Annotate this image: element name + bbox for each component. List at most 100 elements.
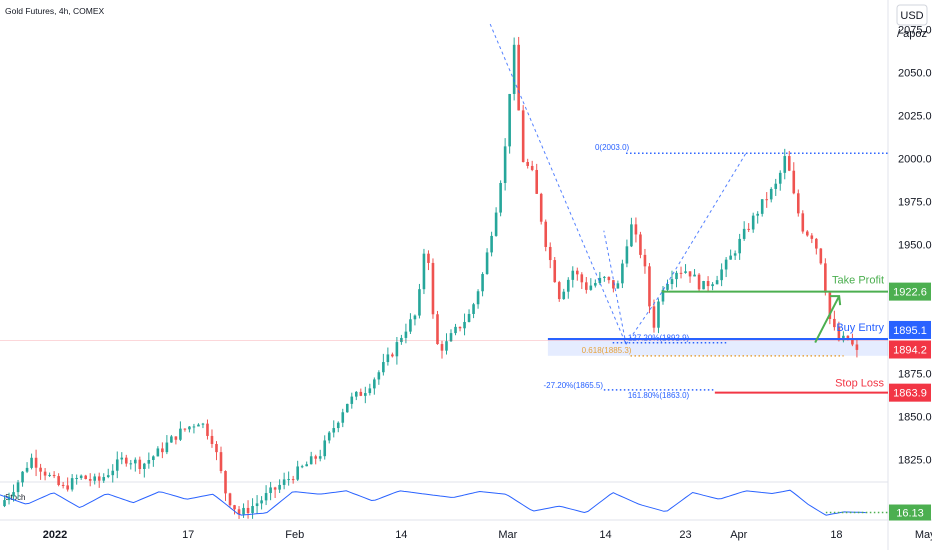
time-axis[interactable]: 2022 17 Feb 14 Mar 14 23 Apr 18 May [43,529,932,541]
candle-body [215,443,218,453]
candle-body [70,478,74,490]
candle-body [580,274,584,283]
candle-body [373,379,376,389]
candle-body [386,354,390,363]
candle-body [88,479,92,481]
candle-body [517,44,520,111]
candle-body [693,274,696,277]
candle-body [147,460,151,464]
stoch-value-tag [889,504,931,521]
candle-body [138,459,142,469]
candle-body [345,403,349,413]
candle-body [377,372,381,380]
candle-body [210,435,214,444]
candle-body [481,274,484,292]
price-tick-label: 1950.0 [898,239,932,251]
projection-arrow-shaft [814,295,841,344]
currency-button-frame[interactable] [896,4,928,26]
price-axis[interactable]: 2075.0 2050.0 2025.0 2000.0 1975.0 1950.0 1875… [898,24,932,466]
candle-body [260,500,263,504]
candle-body [562,291,566,300]
candle-body [219,452,223,472]
candle-body [323,440,327,457]
candle-body [679,272,683,274]
candle-body [332,428,336,433]
candle-body [769,188,773,200]
candle-body [197,424,200,427]
time-tick-label: 18 [830,529,842,541]
candle-body [539,193,543,222]
candle-body [503,146,507,183]
candle-body [30,457,33,468]
candle-body [476,291,480,305]
candle-body [711,284,714,287]
candle-body [774,183,778,189]
candle-body [34,457,38,468]
candle-body [264,493,268,501]
candle-body [427,253,430,263]
candle-body [269,487,272,494]
take-profit-tag-text: 1922.6 [893,287,927,299]
candle-body [449,333,453,342]
price-tick-label: 2075.0 [898,24,932,36]
candle-body [634,224,638,235]
candle-body [670,279,674,285]
candle-body [612,280,615,289]
candle-body [607,276,611,281]
candle-body [603,276,606,278]
candle-body [102,477,106,481]
plot-background [0,0,888,550]
candle-body [152,456,155,461]
candle-body [756,213,759,216]
candle-body [571,270,575,280]
candle-body [648,266,651,307]
candle-body [156,448,160,457]
candle-body [48,474,51,476]
stoch-pane [0,489,888,516]
drawings-layer: 0(2003.0) 127.20%(1892.9) 0.618(1885.3) -27… [0,23,888,400]
time-tick-label: 23 [679,529,691,541]
currency-label[interactable]: USD [900,10,923,22]
candle-body [409,319,412,332]
stoch-value-tag-text: 16.13 [896,508,924,520]
candle-body [661,289,665,302]
candle-body [233,505,236,510]
candle-body [846,335,850,340]
candle-body [400,337,403,343]
candle-body [251,506,254,514]
candle-body [621,263,624,284]
candle-body [359,391,363,396]
candle-body [431,262,435,315]
candle-body [143,463,146,469]
candle-body [115,459,119,471]
candle-body [806,231,809,236]
candle-body [404,331,408,338]
candle-body [188,426,191,430]
candle-body [170,436,173,443]
candle-body [309,456,313,465]
candle-body [201,423,205,425]
time-tick-label: 2022 [43,529,67,541]
candle-body [161,448,164,453]
candle-body [499,182,502,213]
candle-body [413,315,417,320]
candle-body [93,476,97,481]
candle-body [12,492,15,497]
candle-body [467,313,471,322]
candle-body [824,263,827,293]
candle-body [625,246,629,264]
candle-body [742,228,746,239]
fib-label: -27.20%(1865.5) [543,381,603,390]
fib-label: 161.80%(1863.0) [628,391,690,400]
candle-body [454,326,457,334]
candle-body [242,507,245,515]
time-tick-label: Apr [730,529,747,541]
price-tick-label: 1975.0 [898,196,932,208]
candle-body [440,344,444,351]
candle-body [273,487,277,490]
candle-body [521,110,525,162]
candle-body [61,484,65,486]
candle-body [657,301,660,328]
